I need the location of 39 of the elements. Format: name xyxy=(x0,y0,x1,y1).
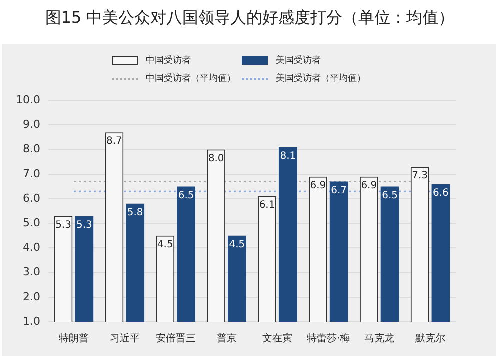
y-tick-label: 2.0 xyxy=(22,290,40,304)
x-tick-label: 安倍晋三 xyxy=(156,332,196,345)
y-tick-label: 8.0 xyxy=(22,142,40,156)
data-label: 6.1 xyxy=(259,200,276,212)
chart-title: 图15 中美公众对八国领导人的好感度打分（单位：均值） xyxy=(44,8,456,29)
data-label: 6.9 xyxy=(310,180,326,192)
x-tick-label: 马克龙 xyxy=(364,332,395,345)
y-tick-label: 9.0 xyxy=(22,118,40,132)
legend-label: 美国受访者 xyxy=(276,54,321,67)
x-tick-label: 特蕾莎·梅 xyxy=(307,332,350,345)
data-label: 4.5 xyxy=(157,239,174,250)
y-tick-label: 3.0 xyxy=(22,266,40,279)
legend-label: 中国受访者 xyxy=(146,54,191,67)
data-label: 5.3 xyxy=(76,220,92,231)
data-label: 6.5 xyxy=(382,190,398,202)
x-tick-label: 默克尔 xyxy=(414,332,446,345)
legend-label: 美国受访者（平均值） xyxy=(276,72,366,85)
y-tick-label: 4.0 xyxy=(22,241,40,254)
data-label: 8.1 xyxy=(280,150,296,162)
legend-label: 中国受访者（平均值） xyxy=(146,72,236,85)
y-tick-label: 10.0 xyxy=(16,93,40,106)
x-tick-label: 习近平 xyxy=(110,332,140,345)
y-tick-label: 6.0 xyxy=(22,192,40,205)
data-label: 8.7 xyxy=(106,136,122,148)
y-tick-label: 5.0 xyxy=(22,216,40,230)
x-tick-label: 文在寅 xyxy=(262,332,293,345)
data-label: 5.3 xyxy=(56,220,72,231)
x-tick-label: 特朗普 xyxy=(58,332,89,345)
data-label: 7.3 xyxy=(412,170,428,182)
data-label: 8.0 xyxy=(208,153,224,164)
y-tick-label: 7.0 xyxy=(22,167,40,180)
data-label: 5.8 xyxy=(127,208,144,219)
data-label: 6.9 xyxy=(361,180,378,192)
data-label: 6.6 xyxy=(433,188,449,199)
y-tick-label: 1.0 xyxy=(22,314,40,328)
data-label: 6.5 xyxy=(178,190,194,202)
data-label: 6.7 xyxy=(331,185,348,196)
data-label: 4.5 xyxy=(229,239,246,250)
x-tick-label: 普京 xyxy=(216,332,237,345)
